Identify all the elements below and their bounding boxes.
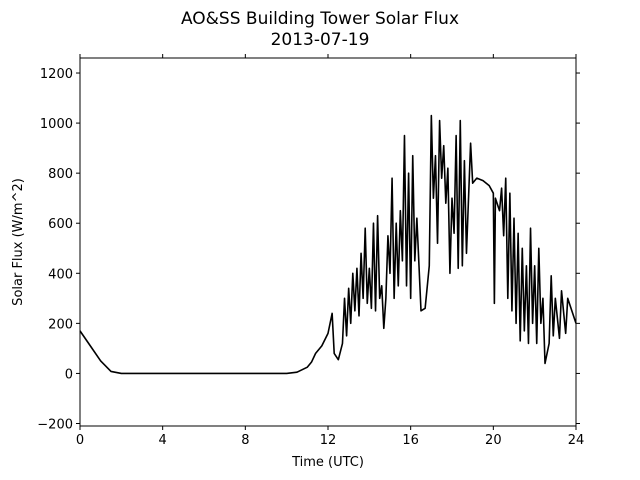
series-line	[79, 114, 577, 375]
x-axis-label: Time (UTC)	[291, 455, 364, 470]
y-tick-label: 400	[48, 267, 73, 282]
x-tick-label: 16	[402, 433, 419, 448]
plot-frame	[79, 57, 577, 427]
x-tick-label: 8	[241, 433, 249, 448]
x-tick-label: 24	[568, 433, 585, 448]
chart-subtitle: 2013-07-19	[271, 30, 370, 50]
x-tick-label: 0	[76, 433, 84, 448]
y-tick-label: 800	[48, 167, 73, 182]
y-tick-label: 600	[48, 217, 73, 232]
y-tick-label: 0	[65, 367, 73, 382]
y-axis-label: Solar Flux (W/m^2)	[11, 178, 26, 306]
x-tick-label: 12	[320, 433, 337, 448]
x-tick-label: 4	[159, 433, 167, 448]
chart-title: AO&SS Building Tower Solar Flux	[181, 9, 459, 29]
y-tick-label: 1000	[40, 117, 73, 132]
y-tick-label: −200	[37, 417, 73, 432]
y-tick-label: 200	[48, 317, 73, 332]
y-tick-label: 1200	[40, 67, 73, 82]
x-tick-label: 20	[485, 433, 502, 448]
